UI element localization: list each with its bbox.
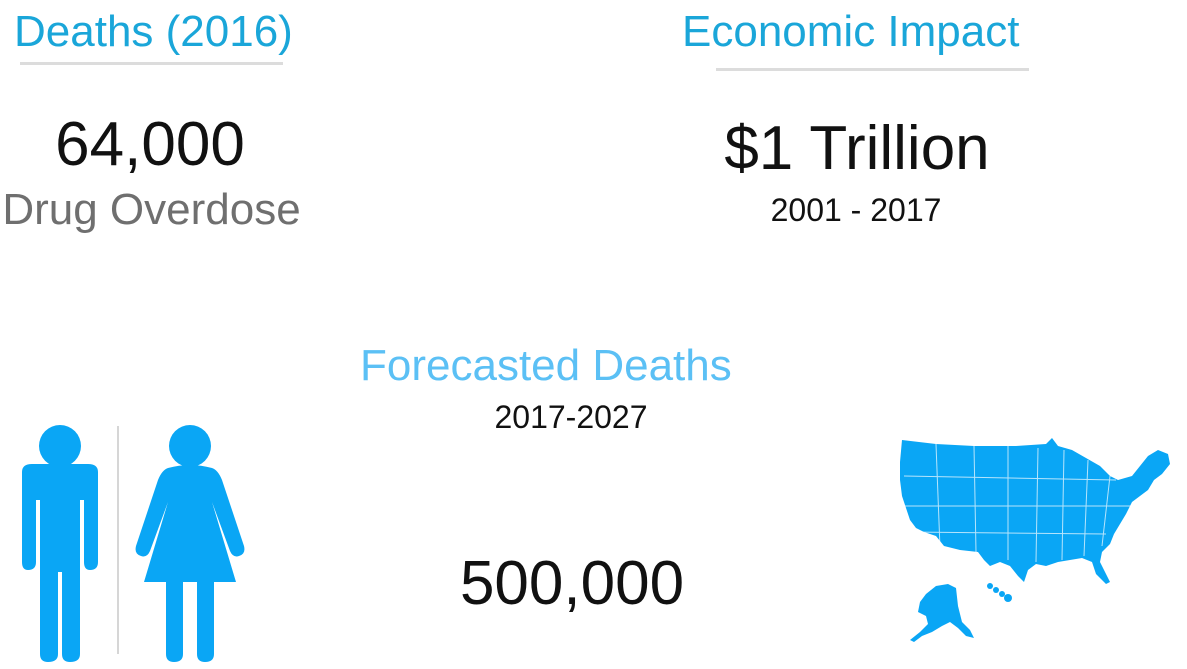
economic-heading: Economic Impact: [682, 7, 1020, 56]
economic-period: 2001 - 2017: [770, 192, 942, 228]
man-head-icon: [39, 425, 81, 467]
deaths-count: 64,000: [55, 110, 245, 179]
economic-amount: $1 Trillion: [724, 114, 990, 183]
forecast-count: 500,000: [459, 549, 685, 618]
man-body-icon: [22, 464, 98, 662]
woman-body-icon: [135, 465, 245, 662]
deaths-heading-divider: [20, 62, 283, 65]
economic-heading-divider: [716, 68, 1029, 71]
woman-head-icon: [169, 425, 211, 467]
man-woman-icon: [22, 425, 245, 662]
deaths-cause: Drug Overdose: [2, 185, 301, 234]
deaths-heading: Deaths (2016): [14, 7, 293, 56]
forecast-heading: Forecasted Deaths: [360, 341, 732, 390]
forecast-period: 2017-2027: [494, 399, 648, 435]
usa-map-icon: [900, 438, 1170, 642]
man-woman-divider: [117, 426, 119, 654]
